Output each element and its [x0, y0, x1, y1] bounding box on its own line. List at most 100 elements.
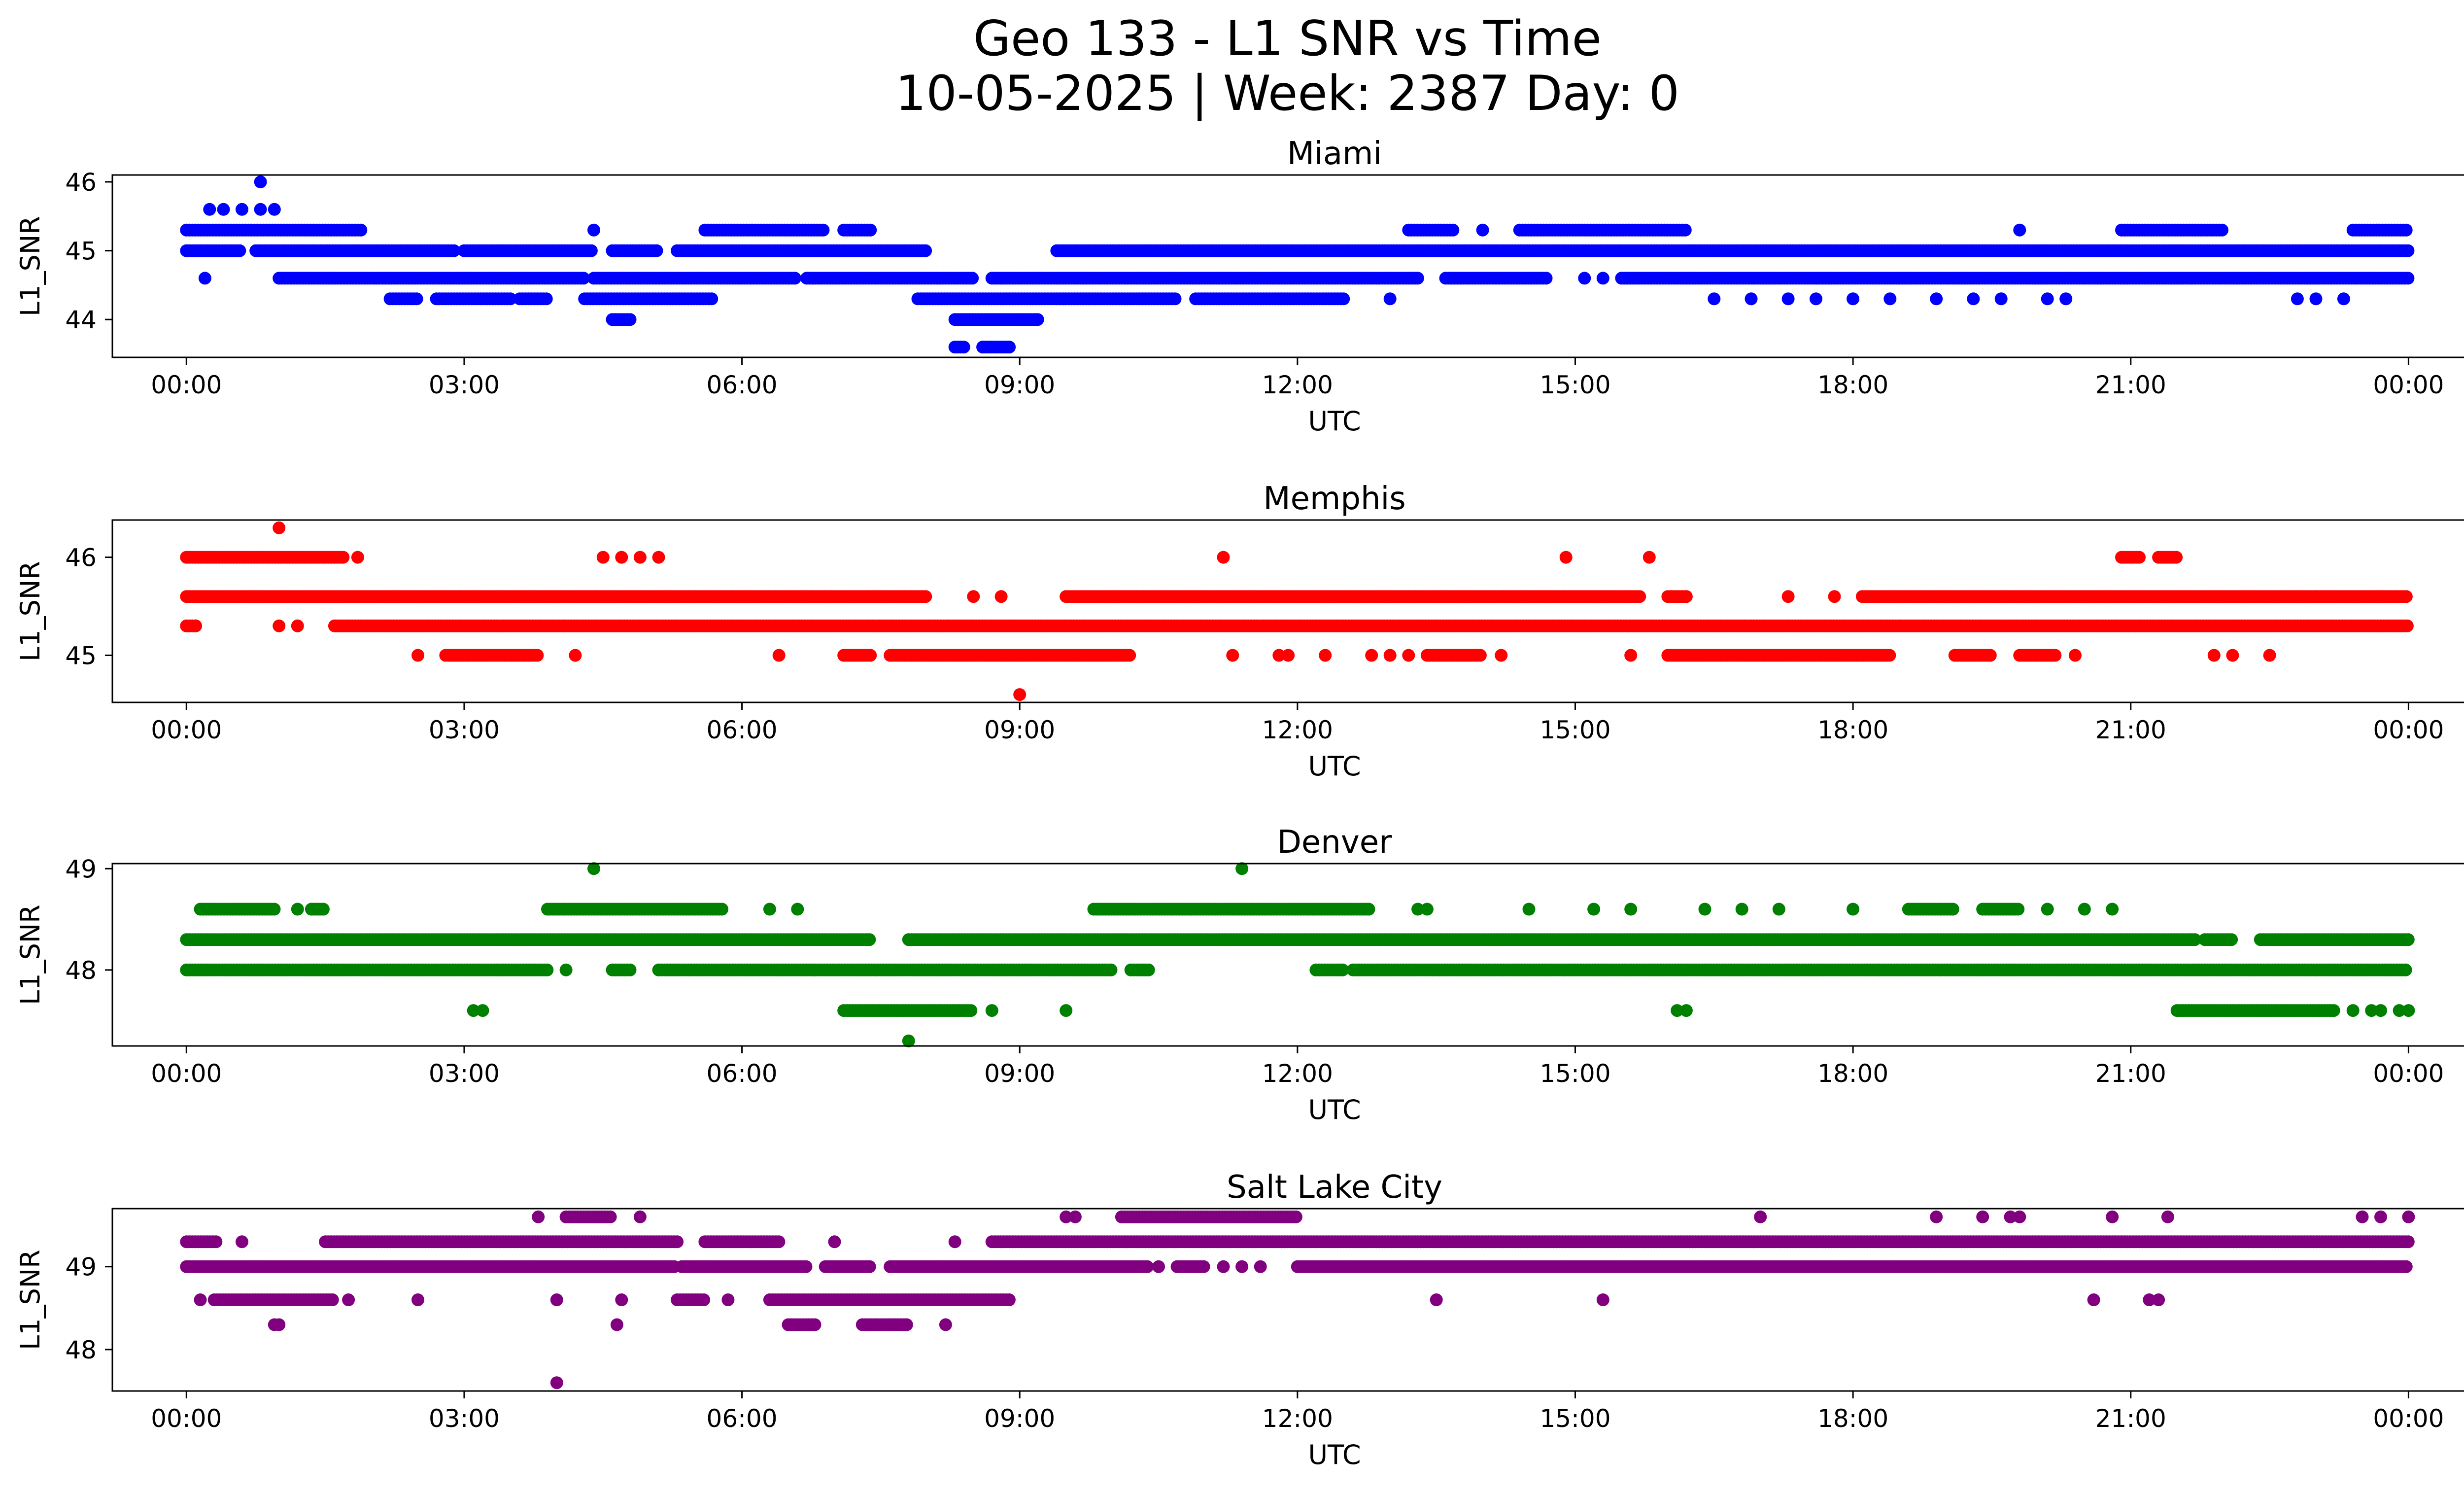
data-point: [233, 244, 246, 257]
data-point: [1781, 590, 1795, 603]
data-point: [273, 619, 286, 632]
data-point: [236, 203, 248, 216]
data-point: [705, 292, 719, 306]
x-tick-label: 21:00: [2095, 716, 2166, 744]
data-point: [2399, 223, 2413, 237]
data-point: [2401, 244, 2415, 257]
subplot-title: Denver: [1277, 824, 1392, 861]
data-point: [817, 223, 830, 237]
data-point: [2207, 649, 2221, 662]
data-point: [1847, 292, 1860, 306]
data-point: [1578, 272, 1591, 285]
x-tick-label: 18:00: [1817, 371, 1888, 399]
data-point: [569, 649, 582, 662]
y-tick-label: 45: [65, 237, 97, 266]
data-point: [1282, 649, 1295, 662]
data-point: [1559, 551, 1573, 564]
data-point: [1383, 292, 1397, 306]
y-axis-label: L1_SNR: [15, 561, 46, 661]
data-point: [863, 933, 876, 946]
x-tick-label: 03:00: [429, 716, 500, 744]
x-tick-label: 00:00: [151, 371, 222, 399]
data-point: [864, 649, 877, 662]
x-tick-label: 12:00: [1262, 716, 1333, 744]
x-axis-label: UTC: [1308, 406, 1361, 437]
x-tick-label: 09:00: [984, 371, 1055, 399]
data-point: [1365, 649, 1378, 662]
data-point: [1411, 272, 1424, 285]
data-series: [180, 175, 2415, 354]
data-point: [254, 175, 267, 188]
data-point: [291, 619, 304, 632]
data-point: [1319, 649, 1332, 662]
x-tick-label: 00:00: [151, 716, 222, 744]
figure-title: Geo 133 - L1 SNR vs Time: [973, 11, 1602, 67]
data-point: [1643, 551, 1656, 564]
data-point: [596, 551, 610, 564]
x-tick-label: 12:00: [1262, 371, 1333, 399]
data-point: [2337, 292, 2350, 306]
y-tick-label: 44: [65, 306, 97, 334]
data-point: [587, 223, 600, 237]
x-tick-label: 03:00: [429, 371, 500, 399]
subplot-title: Memphis: [1263, 481, 1405, 517]
data-point: [1540, 272, 1553, 285]
data-point: [2013, 223, 2026, 237]
data-point: [1883, 292, 1897, 306]
data-point: [1679, 590, 1693, 603]
data-point: [411, 649, 424, 662]
data-point: [1930, 292, 1943, 306]
plot-area-frame: [111, 519, 2464, 703]
data-point: [2041, 292, 2054, 306]
data-point: [447, 244, 461, 257]
data-point: [577, 272, 590, 285]
data-point: [788, 272, 801, 285]
data-point: [1781, 292, 1795, 306]
data-point: [919, 244, 932, 257]
data-point: [337, 551, 350, 564]
data-point: [1624, 649, 1638, 662]
x-tick-label: 00:00: [2373, 716, 2444, 744]
data-point: [1596, 272, 1609, 285]
data-series: [180, 862, 2415, 1047]
data-point: [1678, 223, 1692, 237]
data-point: [203, 203, 216, 216]
data-point: [2216, 223, 2228, 237]
data-point: [2399, 590, 2413, 603]
data-point: [2291, 292, 2304, 306]
data-point: [273, 521, 286, 534]
plot-area-frame: [111, 174, 2464, 358]
data-point: [1003, 341, 1016, 354]
data-series: [180, 521, 2414, 701]
data-point: [1828, 590, 1841, 603]
data-point: [2170, 551, 2183, 564]
data-point: [531, 649, 544, 662]
data-point: [1337, 292, 1350, 306]
data-point: [2225, 933, 2238, 946]
data-point: [1226, 649, 1239, 662]
data-point: [2309, 292, 2323, 306]
data-point: [351, 551, 364, 564]
data-point: [967, 590, 980, 603]
data-point: [1633, 590, 1646, 603]
data-point: [2263, 649, 2276, 662]
data-point: [540, 292, 553, 306]
y-axis-label: L1_SNR: [15, 216, 46, 316]
data-point: [1810, 292, 1822, 306]
data-point: [1383, 649, 1397, 662]
data-point: [1123, 649, 1136, 662]
data-point: [541, 963, 554, 976]
data-point: [1994, 292, 2008, 306]
x-tick-label: 09:00: [984, 716, 1055, 744]
data-point: [623, 313, 637, 326]
data-point: [957, 341, 970, 354]
data-point: [1142, 963, 1155, 976]
data-point: [2401, 933, 2415, 946]
x-tick-label: 21:00: [2095, 371, 2166, 399]
y-tick-label: 46: [65, 168, 97, 197]
data-point: [198, 272, 211, 285]
x-tick-label: 15:00: [1540, 371, 1610, 399]
data-point: [217, 203, 230, 216]
data-point: [1745, 292, 1758, 306]
